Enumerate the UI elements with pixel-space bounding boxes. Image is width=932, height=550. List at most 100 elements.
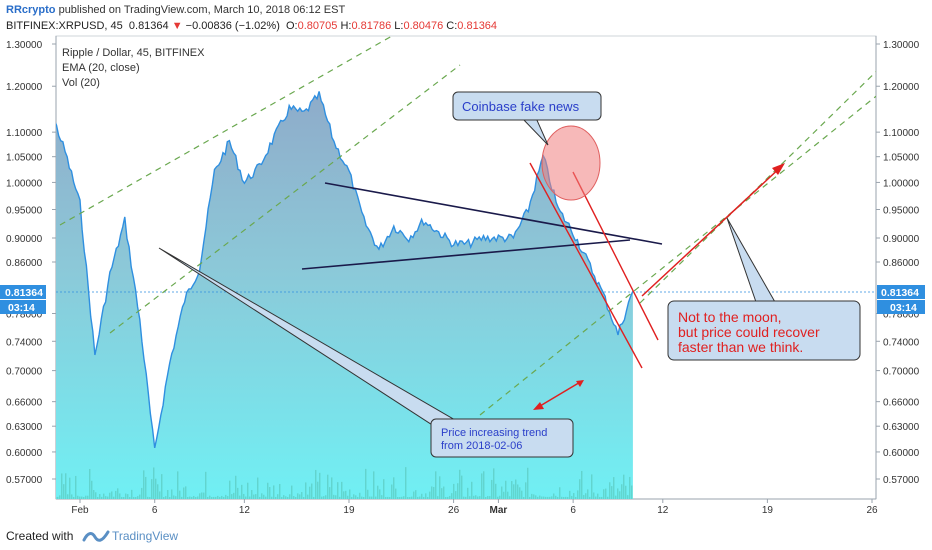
red-channel-upper (572, 171, 659, 341)
volume-bar (371, 496, 373, 499)
volume-bar (489, 496, 491, 499)
volume-bar (123, 497, 125, 499)
y-tick-left-9: 0.74000 (6, 337, 43, 348)
down-arrow-icon: ▼ (171, 20, 183, 32)
callout-coinbase[interactable]: Coinbase fake news (452, 91, 602, 146)
volume-bar (333, 494, 335, 499)
x-tick-9: 26 (866, 505, 878, 516)
volume-bar (211, 496, 213, 499)
volume-bar (373, 471, 375, 499)
volume-bar (225, 494, 227, 499)
volume-bar (79, 496, 81, 499)
volume-bar (347, 495, 349, 499)
volume-bar (117, 488, 119, 499)
volume-bar (411, 496, 413, 499)
volume-bar (111, 491, 113, 499)
volume-bar (545, 496, 547, 499)
volume-bar (125, 493, 127, 499)
chart-header: RRcrypto published on TradingView.com, M… (0, 0, 932, 36)
volume-bar (127, 494, 129, 499)
volume-bar (161, 474, 163, 499)
low-value: 0.80476 (403, 20, 444, 32)
volume-bar (559, 487, 561, 499)
volume-bar (441, 488, 443, 499)
volume-bar (275, 496, 277, 499)
volume-bar (323, 496, 325, 499)
volume-bar (45, 485, 46, 499)
volume-bar (485, 497, 487, 499)
volume-bar (605, 488, 607, 499)
y-tick-left-14: 0.57000 (6, 475, 43, 486)
volume-bar (307, 494, 309, 499)
volume-bar (383, 479, 385, 499)
y-tick-right-2: 1.10000 (883, 128, 920, 139)
volume-bar (625, 485, 627, 499)
volume-bar (409, 496, 411, 499)
volume-bar (233, 492, 235, 499)
volume-bar (353, 494, 355, 499)
volume-bar (553, 493, 555, 499)
volume-bar (39, 497, 40, 499)
volume-bar (503, 491, 505, 499)
volume-bar (381, 495, 383, 499)
y-tick-left-6: 0.90000 (6, 234, 43, 245)
y-axis-left: 1.30000 1.20000 1.10000 1.05000 1.00000 0.950… (6, 40, 56, 486)
volume-bar (207, 496, 209, 499)
volume-bar (571, 495, 573, 499)
volume-bar (173, 495, 175, 499)
callout-coinbase-box (452, 91, 602, 121)
red-arrow-down (534, 380, 583, 410)
volume-bar (169, 496, 171, 499)
last-price: 0.81364 (128, 20, 169, 32)
volume-bar (425, 493, 427, 499)
volume-bar (245, 496, 247, 499)
y-tick-left-0: 1.30000 (6, 40, 43, 51)
callout-moon[interactable]: Not to the moon, but price could recover… (667, 217, 861, 361)
price-chart[interactable]: 1.30000 1.20000 1.10000 1.05000 1.00000 0.950… (0, 0, 932, 522)
volume-bar (377, 485, 379, 499)
volume-bar (133, 496, 135, 499)
volume-bar (67, 494, 69, 499)
volume-bar (617, 488, 619, 499)
volume-bar (119, 493, 121, 499)
time-badge-right (877, 300, 925, 314)
volume-bar (101, 496, 103, 499)
volume-bar (551, 496, 553, 499)
green-channel-upper-2 (639, 70, 876, 304)
y-tick-left-4: 1.00000 (6, 178, 43, 189)
volume-bar (93, 490, 95, 499)
volume-bar (413, 491, 415, 499)
volume-bar (141, 487, 143, 499)
y-tick-left-13: 0.60000 (6, 448, 43, 459)
volume-bar (499, 495, 501, 499)
volume-bar (329, 487, 331, 499)
time-badge-left-text: 03:14 (8, 302, 35, 314)
volume-bar (103, 493, 105, 499)
volume-bar (157, 484, 159, 499)
callout-trend[interactable]: Price increasing trend from 2018-02-06 (158, 247, 574, 458)
callout-trend-text-2: from 2018-02-06 (441, 440, 522, 452)
volume-bar (277, 494, 279, 499)
volume-bar (89, 468, 91, 499)
volume-bar (523, 496, 525, 499)
volume-bar (399, 496, 401, 499)
tradingview-link[interactable]: TradingView (112, 529, 179, 543)
author-name[interactable]: RRcrypto (6, 4, 56, 16)
volume-bar (343, 491, 345, 499)
volume-bar (97, 496, 99, 499)
volume-bar (279, 483, 281, 499)
volume-bar (209, 495, 211, 499)
volume-bar (623, 474, 625, 499)
callout-trend-text-1: Price increasing trend (441, 427, 547, 439)
y-tick-right-14: 0.57000 (883, 475, 920, 486)
volume-bar (435, 471, 437, 499)
volume-bar (577, 490, 579, 499)
volume-bar (541, 496, 543, 499)
volume-bar (283, 495, 285, 499)
volume-bar (201, 492, 203, 499)
volume-bar (457, 483, 459, 499)
volume-bar (315, 469, 317, 499)
volume-bar (535, 495, 537, 499)
volume-bars (39, 467, 633, 499)
y-tick-left-7: 0.86000 (6, 258, 43, 269)
